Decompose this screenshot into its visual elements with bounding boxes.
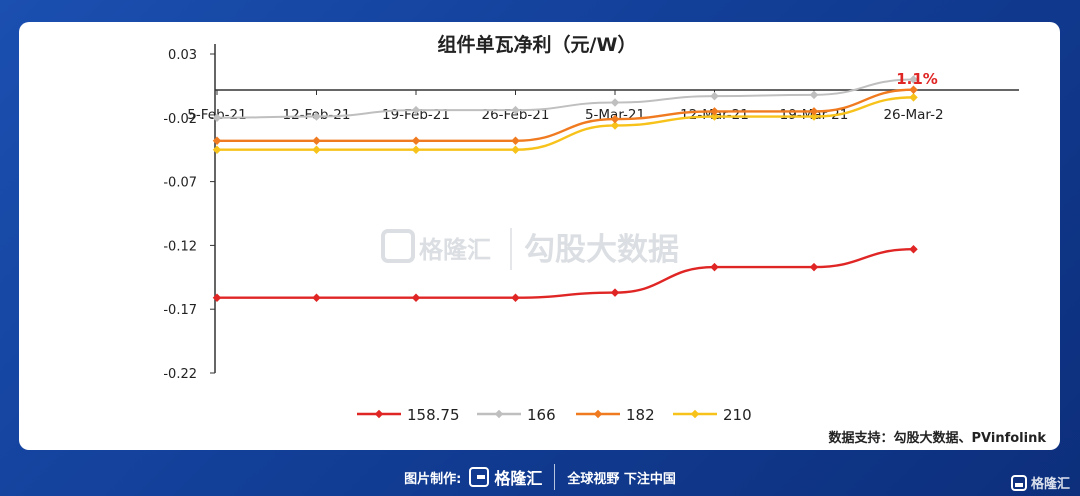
data-point-182 xyxy=(511,136,520,146)
y-tick-label: -0.12 xyxy=(163,239,197,254)
y-tick-label: -0.22 xyxy=(163,367,197,382)
data-point-158.75 xyxy=(809,262,819,272)
data-point-158.75 xyxy=(710,262,719,272)
watermark: 格隆汇 勾股大数据 xyxy=(381,228,679,270)
y-tick-label: -0.17 xyxy=(163,303,197,318)
footer-label: 图片制作: xyxy=(404,471,462,487)
data-point-158.75 xyxy=(511,293,520,302)
corner-brand: 格隆汇 xyxy=(1030,477,1070,492)
legend-label-158.75: 158.75 xyxy=(407,406,460,424)
source-note: 数据支持：勾股大数据、PVinfolink xyxy=(828,431,1046,446)
annotation-label: 1.1% xyxy=(896,70,938,88)
data-point-158.75 xyxy=(909,244,918,254)
x-tick-label: 26-Mar-2 xyxy=(883,107,943,123)
data-point-182 xyxy=(312,136,321,146)
footer-slogan: 全球视野 下注中国 xyxy=(567,471,676,487)
y-tick-label: -0.02 xyxy=(163,112,197,127)
data-point-158.75 xyxy=(411,293,421,302)
footer-divider xyxy=(554,464,556,490)
data-point-166 xyxy=(411,105,421,115)
series-line-210 xyxy=(216,96,914,151)
watermark-text: 勾股大数据 xyxy=(524,232,679,268)
legend-label-166: 166 xyxy=(527,406,556,424)
corner-logo: 格隆汇 xyxy=(1010,473,1070,492)
legend-label-210: 210 xyxy=(723,406,752,424)
data-point-210 xyxy=(411,145,421,154)
data-point-158.75 xyxy=(610,288,620,297)
data-point-210 xyxy=(212,145,222,154)
series-line-166 xyxy=(216,78,914,119)
watermark-logo-icon xyxy=(381,229,415,263)
data-point-166 xyxy=(809,90,819,100)
legend-marker-182 xyxy=(593,409,603,419)
data-point-210 xyxy=(909,93,918,102)
footer-logo: 格隆汇 xyxy=(469,465,542,489)
data-point-158.75 xyxy=(212,293,222,302)
legend-marker-210 xyxy=(690,409,700,419)
y-tick-label: 0.03 xyxy=(168,48,197,63)
data-point-210 xyxy=(312,145,321,154)
data-point-158.75 xyxy=(312,293,321,302)
line-chart: 组件单瓦净利（元/W） 格隆汇 勾股大数据 0.03 -0.02 -0.07 -0.1… xyxy=(163,33,1019,424)
data-point-210 xyxy=(511,145,520,154)
data-point-166 xyxy=(710,91,719,101)
footer-brand: 格隆汇 xyxy=(494,469,543,488)
y-tick-label: -0.07 xyxy=(163,176,197,191)
data-point-166 xyxy=(212,113,222,123)
legend-label-182: 182 xyxy=(626,406,655,424)
data-point-166 xyxy=(610,98,620,107)
legend-marker-158.75 xyxy=(374,409,384,419)
brand-logo-icon xyxy=(469,467,490,487)
chart-title: 组件单瓦净利（元/W） xyxy=(438,33,637,56)
legend-marker-166 xyxy=(494,409,504,419)
watermark-brand: 格隆汇 xyxy=(419,236,491,264)
data-point-166 xyxy=(312,112,321,121)
chart-card: 组件单瓦净利（元/W） 格隆汇 勾股大数据 0.03 -0.02 -0.07 -0.1… xyxy=(19,22,1060,450)
data-point-182 xyxy=(411,136,421,146)
corner-logo-icon xyxy=(1010,474,1027,491)
series-line-158.75 xyxy=(217,248,914,299)
data-point-182 xyxy=(212,136,222,146)
footer-bar: 图片制作: 格隆汇 全球视野 下注中国 xyxy=(0,462,1080,492)
